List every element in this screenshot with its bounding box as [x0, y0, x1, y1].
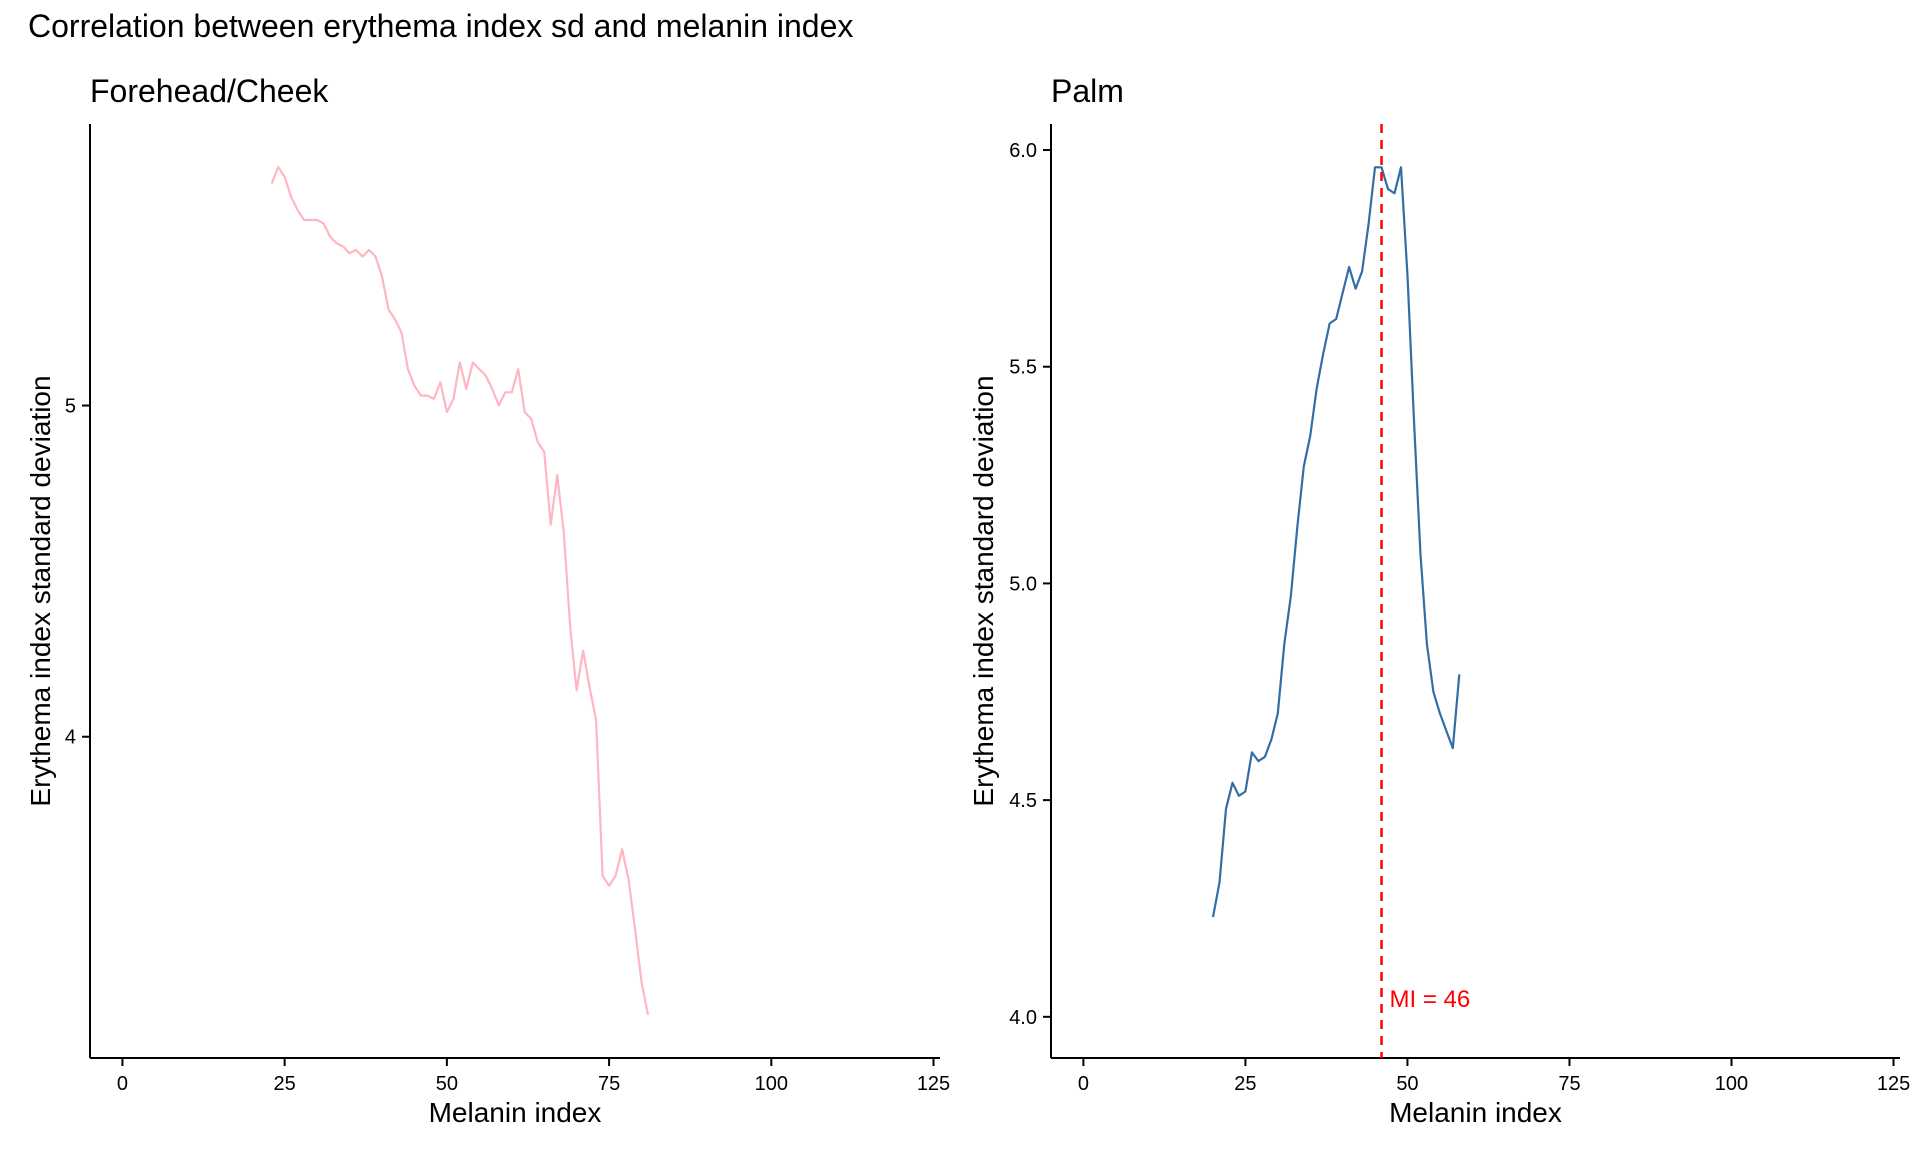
y-tick-label: 4.0: [1009, 1007, 1037, 1029]
y-tick-label: 4.5: [1009, 790, 1037, 812]
x-tick-label: 25: [274, 1073, 296, 1095]
x-tick-label: 75: [598, 1073, 620, 1095]
x-tick-label: 25: [1234, 1073, 1256, 1095]
figure-title: Correlation between erythema index sd an…: [28, 8, 854, 44]
series-line: [270, 166, 650, 1016]
x-tick-label: 50: [436, 1073, 458, 1095]
panel-2: Palm 0 25 50 75 100 125 4.0 4.5 5.0 5.5 6.0 Melanin …: [968, 73, 1910, 1128]
x-tick-label: 0: [117, 1073, 128, 1095]
y-tick-label: 5.5: [1009, 357, 1037, 379]
y-tick-label: 5.0: [1009, 573, 1037, 595]
x-axis-label: Melanin index: [1389, 1097, 1562, 1128]
y-tick-label: 4: [65, 727, 76, 749]
x-tick-label: 100: [1715, 1073, 1748, 1095]
y-axis-label: Erythema index standard deviation: [25, 375, 56, 806]
x-tick-label: 100: [755, 1073, 788, 1095]
y-tick-label: 5: [65, 396, 76, 418]
y-tick-label: 6.0: [1009, 140, 1037, 162]
x-tick-label: 75: [1558, 1073, 1580, 1095]
x-tick-label: 0: [1078, 1073, 1089, 1095]
panel-1: Forehead/Cheek 0 25 50 75 100 125 4 5 Melanin ind…: [25, 73, 950, 1128]
panel-title: Palm: [1051, 73, 1124, 109]
y-axis-label: Erythema index standard deviation: [968, 375, 999, 806]
x-tick-label: 125: [917, 1073, 950, 1095]
reference-line-label: MI = 46: [1390, 986, 1471, 1013]
panel-title: Forehead/Cheek: [90, 73, 329, 109]
x-axis-label: Melanin index: [429, 1097, 602, 1128]
series-line: [1211, 166, 1461, 918]
x-tick-label: 50: [1396, 1073, 1418, 1095]
x-tick-label: 125: [1877, 1073, 1910, 1095]
